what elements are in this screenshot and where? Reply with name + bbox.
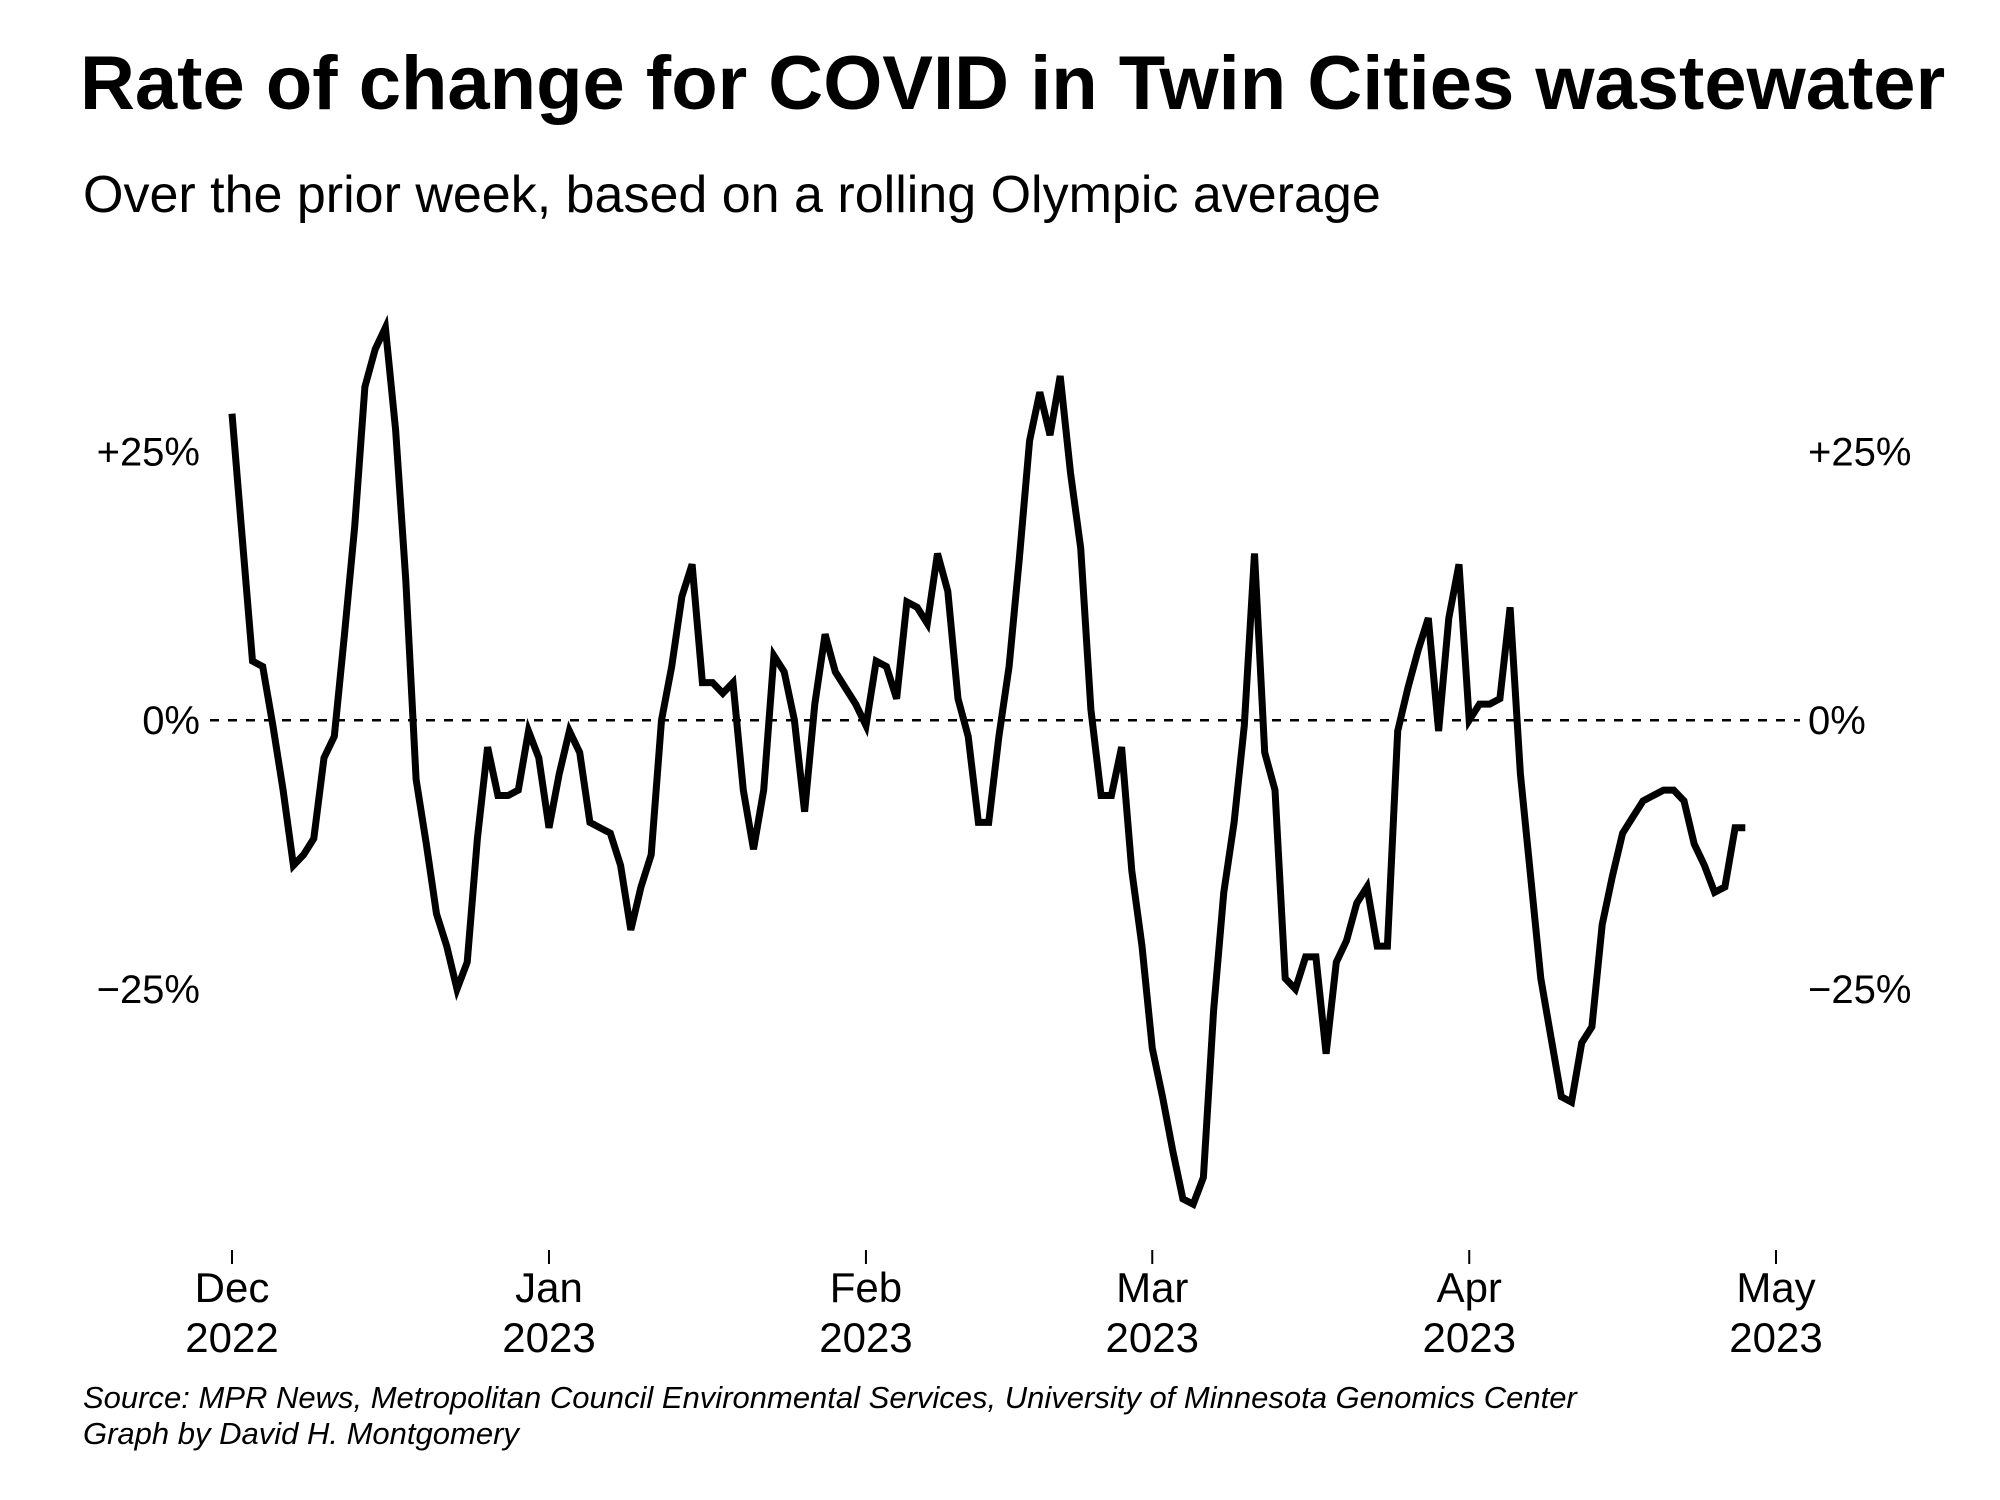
y-tick-label-right: −25%	[1808, 968, 1911, 1012]
y-tick-label-right: +25%	[1808, 430, 1911, 474]
series-line	[228, 314, 1746, 1210]
y-tick-label-left: −25%	[97, 968, 200, 1012]
x-tick-label-month: Mar	[1116, 1264, 1188, 1311]
y-tick-label-left: 0%	[142, 699, 200, 743]
credit-note: Graph by David H. Montgomery	[83, 1416, 519, 1451]
x-tick-label-year: 2023	[1729, 1314, 1822, 1361]
y-axis-left: +25% 0% −25%	[97, 430, 200, 1012]
x-tick-label-month: Feb	[830, 1264, 902, 1311]
x-axis: Dec2022Jan2023Feb2023Mar2023Apr2023May20…	[185, 1250, 1823, 1361]
x-tick-label-month: Apr	[1437, 1264, 1502, 1311]
chart-subtitle: Over the prior week, based on a rolling …	[83, 166, 1381, 224]
x-tick-label-month: Dec	[195, 1264, 270, 1311]
y-tick-label-right: 0%	[1808, 699, 1866, 743]
y-tick-label-left: +25%	[97, 430, 200, 474]
x-tick-label-year: 2022	[185, 1314, 278, 1361]
x-tick-label-year: 2023	[819, 1314, 912, 1361]
x-tick-label-month: May	[1736, 1264, 1815, 1311]
x-tick-label-year: 2023	[502, 1314, 595, 1361]
series-group	[228, 314, 1746, 1210]
x-tick-label-month: Jan	[515, 1264, 583, 1311]
source-note: Source: MPR News, Metropolitan Council E…	[83, 1380, 1577, 1415]
x-tick-label-year: 2023	[1106, 1314, 1199, 1361]
x-tick-label-year: 2023	[1423, 1314, 1516, 1361]
chart-title: Rate of change for COVID in Twin Cities …	[80, 41, 1946, 126]
y-axis-right: +25% 0% −25%	[1808, 430, 1911, 1012]
